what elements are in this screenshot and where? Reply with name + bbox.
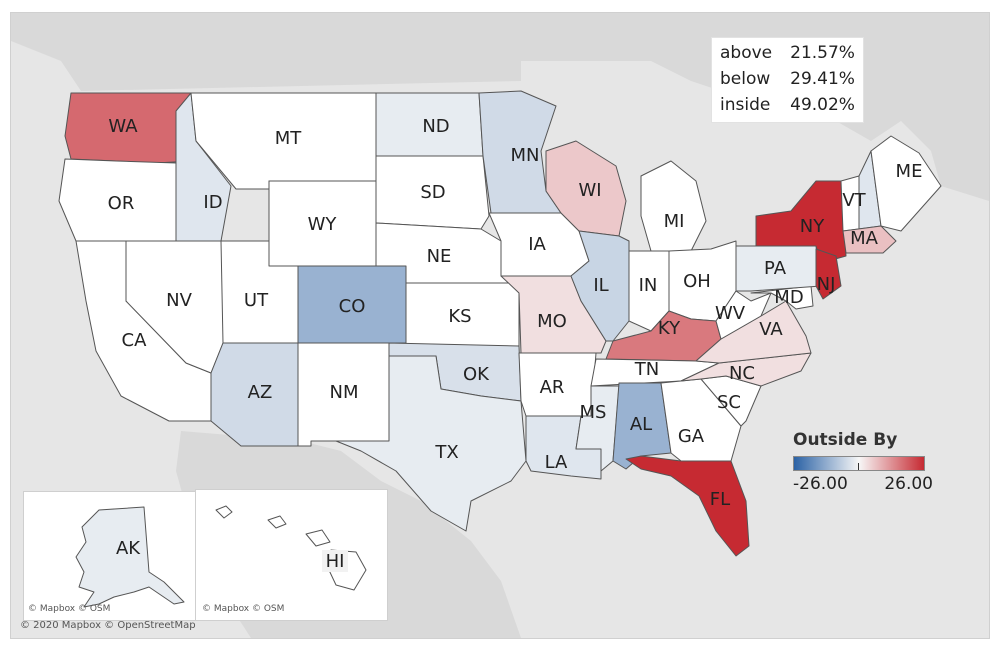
state-label-mo: MO — [537, 311, 567, 332]
hawaii-label-bg — [322, 550, 348, 572]
summary-value: 29.41% — [790, 69, 855, 89]
state-label-sd: SD — [420, 182, 445, 203]
state-tx[interactable] — [335, 355, 527, 532]
map-attribution: © 2020 Mapbox © OpenStreetMap — [20, 620, 196, 631]
state-label-ok: OK — [463, 364, 490, 385]
legend-midpoint-tick — [858, 463, 859, 470]
alaska-map: AK — [75, 506, 185, 608]
state-label-nm: NM — [330, 382, 359, 403]
state-label-az: AZ — [248, 382, 273, 403]
state-label-nc: NC — [729, 363, 755, 384]
legend-max-label: 26.00 — [884, 474, 933, 494]
summary-value: 49.02% — [790, 95, 855, 115]
state-label-fl: FL — [710, 489, 730, 510]
state-fl[interactable] — [625, 455, 750, 557]
state-label-or: OR — [108, 193, 135, 214]
state-ma[interactable] — [842, 225, 897, 254]
state-label-ms: MS — [580, 402, 607, 423]
state-label-wi: WI — [578, 180, 601, 201]
summary-value: 21.57% — [790, 43, 855, 63]
map-frame: WA OR CA ID NV MT WY UT AZ CO NM ND SD N… — [10, 12, 990, 639]
alaska-credit: © Mapbox © OSM — [28, 604, 111, 614]
state-label-sc: SC — [717, 392, 741, 413]
state-label-la: LA — [545, 452, 568, 473]
hawaii-island-oahu — [267, 515, 287, 529]
state-label-co: CO — [339, 296, 366, 317]
summary-label: inside — [720, 95, 771, 115]
state-label-wa: WA — [108, 116, 138, 137]
state-label-ks: KS — [448, 306, 471, 327]
state-label-wv: WV — [715, 303, 746, 324]
legend-title: Outside By — [793, 430, 898, 450]
state-label-mn: MN — [511, 145, 540, 166]
state-label-ia: IA — [528, 234, 546, 255]
state-label-mi: MI — [664, 211, 685, 232]
state-labels: WA OR CA ID NV MT WY UT AZ CO NM ND SD N… — [108, 116, 923, 510]
state-nj[interactable] — [815, 248, 842, 300]
state-label-ga: GA — [678, 426, 705, 447]
alaska-inset: AK © Mapbox © OSM — [23, 491, 200, 621]
state-label-ky: KY — [658, 318, 681, 339]
state-label-in: IN — [639, 275, 658, 296]
state-label-oh: OH — [683, 271, 711, 292]
legend-gradient-bar — [793, 456, 925, 471]
state-ak[interactable] — [75, 506, 185, 608]
state-label-va: VA — [759, 319, 783, 340]
state-label-nj: NJ — [817, 274, 836, 295]
summary-table: above 21.57% below 29.41% inside 49.02% — [718, 40, 857, 118]
state-label-il: IL — [593, 275, 608, 296]
summary-label: above — [720, 43, 773, 63]
hawaii-credit: © Mapbox © OSM — [202, 604, 285, 614]
state-label-ak: AK — [116, 538, 141, 559]
summary-row: above 21.57% — [718, 40, 857, 66]
summary-label: below — [720, 69, 771, 89]
state-label-pa: PA — [764, 258, 787, 279]
state-label-ut: UT — [244, 290, 269, 311]
state-label-nd: ND — [422, 116, 449, 137]
state-label-ar: AR — [540, 377, 565, 398]
state-il[interactable] — [570, 230, 630, 342]
state-label-tn: TN — [634, 359, 659, 380]
state-ks[interactable] — [405, 282, 520, 347]
us-states-map[interactable]: WA OR CA ID NV MT WY UT AZ CO NM ND SD N… — [11, 13, 989, 638]
state-label-tx: TX — [434, 442, 458, 463]
hawaii-island-kauai — [215, 505, 233, 519]
hawaii-inset: HI © Mapbox © OSM — [195, 489, 388, 621]
summary-row: inside 49.02% — [718, 92, 857, 118]
state-label-vt: VT — [842, 190, 866, 211]
state-label-ca: CA — [122, 330, 148, 351]
legend-min-label: -26.00 — [793, 474, 848, 494]
state-label-me: ME — [896, 161, 923, 182]
state-sd[interactable] — [375, 155, 490, 230]
color-legend: Outside By -26.00 26.00 — [793, 430, 943, 494]
state-label-ny: NY — [800, 216, 825, 237]
state-label-md: MD — [774, 287, 803, 308]
state-label-ma: MA — [850, 228, 879, 249]
state-label-nv: NV — [166, 290, 192, 311]
state-label-hi: HI — [326, 551, 345, 572]
summary-row: below 29.41% — [718, 66, 857, 92]
state-label-wy: WY — [308, 214, 338, 235]
state-label-al: AL — [630, 414, 652, 435]
hawaii-island-maui — [305, 529, 331, 547]
state-label-id: ID — [203, 192, 222, 213]
state-label-mt: MT — [275, 128, 303, 149]
summary-panel: above 21.57% below 29.41% inside 49.02% — [711, 37, 864, 123]
state-label-ne: NE — [427, 246, 452, 267]
state-mi[interactable] — [640, 160, 707, 252]
hawaii-map: HI — [215, 505, 367, 591]
state-ny[interactable] — [755, 180, 847, 264]
